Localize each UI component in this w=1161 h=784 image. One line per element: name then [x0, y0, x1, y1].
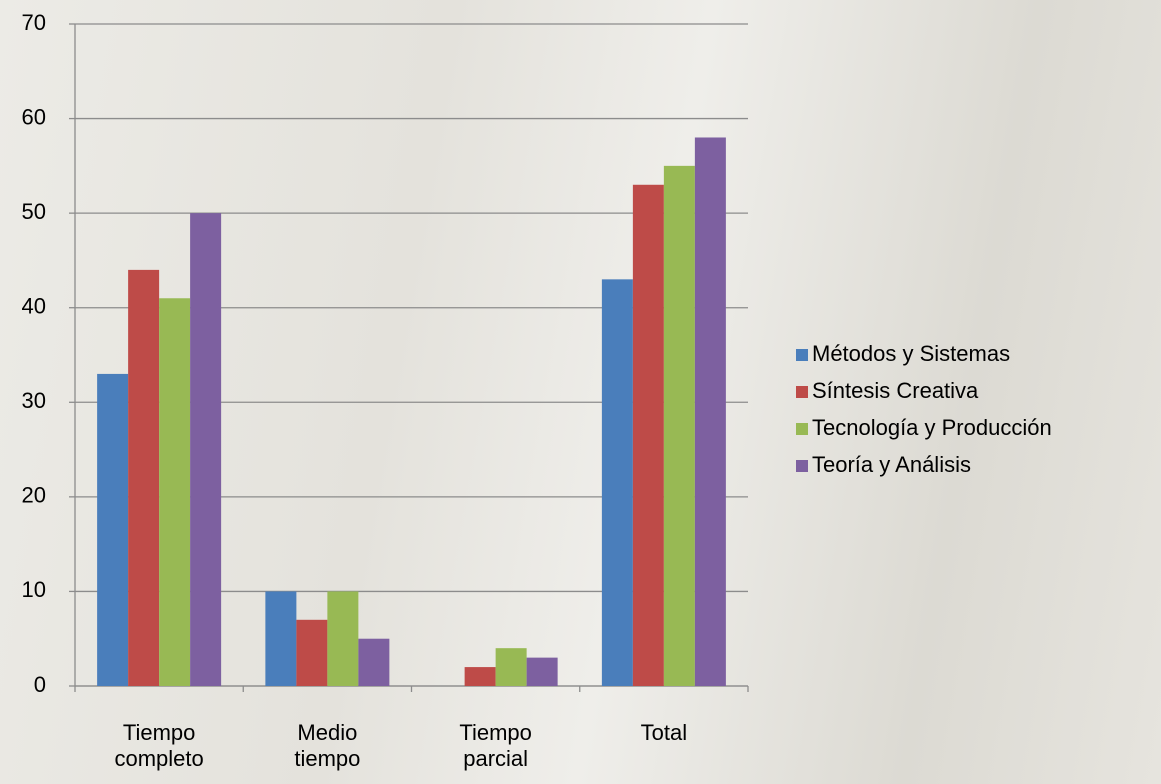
- bar: [159, 298, 191, 686]
- y-tick-label: 0: [34, 672, 46, 697]
- bar: [632, 184, 664, 686]
- y-tick-label: 50: [22, 199, 46, 224]
- bar: [464, 667, 496, 686]
- bar: [663, 165, 695, 686]
- bar: [265, 591, 297, 686]
- bar: [601, 279, 633, 686]
- y-tick-label: 40: [22, 294, 46, 319]
- legend-label: Teoría y Análisis: [812, 452, 971, 477]
- y-tick-label: 60: [22, 104, 46, 129]
- x-tick-label: Total: [640, 720, 688, 745]
- legend-swatch: [796, 349, 808, 361]
- legend-label: Métodos y Sistemas: [812, 341, 1010, 366]
- legend-label: Tecnología y Producción: [812, 415, 1052, 440]
- x-tick-label: Medio tiempo: [294, 720, 361, 771]
- x-tick-label: Tiempo completo: [114, 720, 204, 771]
- legend-swatch: [796, 460, 808, 472]
- bar: [495, 648, 527, 686]
- x-tick-label: Tiempo parcial: [459, 720, 532, 771]
- y-tick-label: 30: [22, 388, 46, 413]
- bar: [97, 373, 129, 686]
- y-tick-label: 20: [22, 483, 46, 508]
- bar: [296, 619, 328, 686]
- bar: [526, 657, 558, 686]
- y-tick-label: 70: [22, 10, 46, 35]
- legend-swatch: [796, 423, 808, 435]
- bar: [694, 137, 726, 686]
- bar: [358, 638, 390, 686]
- legend-label: Síntesis Creativa: [812, 378, 979, 403]
- legend-swatch: [796, 386, 808, 398]
- bar: [190, 213, 222, 686]
- y-tick-label: 10: [22, 577, 46, 602]
- bar: [327, 591, 359, 686]
- bar: [128, 269, 160, 686]
